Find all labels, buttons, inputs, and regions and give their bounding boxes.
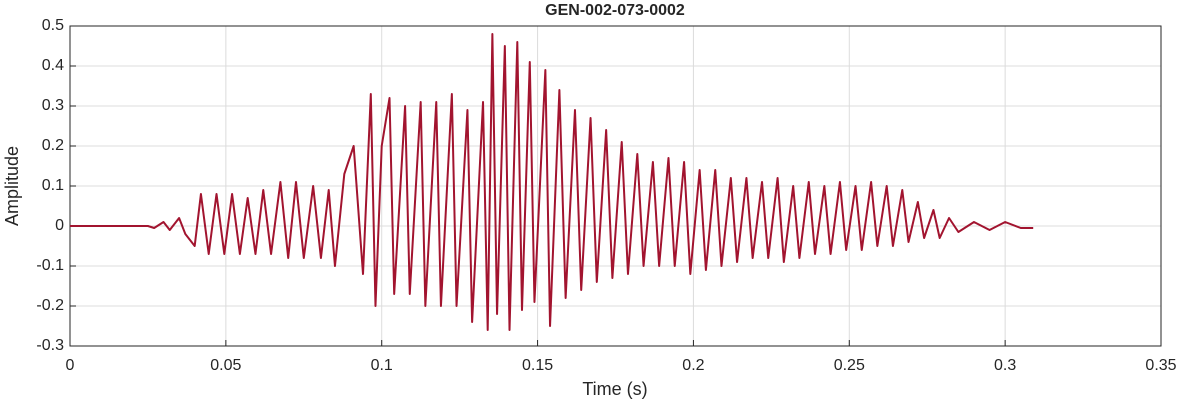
x-tick-label: 0 xyxy=(66,357,75,374)
y-tick-label: -0.2 xyxy=(36,297,64,314)
x-tick-label: 0.15 xyxy=(522,357,553,374)
y-tick-label: 0.1 xyxy=(42,177,64,194)
y-tick-label: 0.2 xyxy=(42,137,64,154)
x-tick-label: 0.05 xyxy=(210,357,241,374)
y-tick-label: -0.1 xyxy=(36,257,64,274)
x-tick-label: 0.1 xyxy=(371,357,393,374)
x-tick-label: 0.2 xyxy=(682,357,704,374)
x-tick-label: 0.3 xyxy=(994,357,1016,374)
waveform-line xyxy=(70,33,1034,331)
y-tick-label: 0.5 xyxy=(42,17,64,34)
y-axis-label: Amplitude xyxy=(2,146,22,226)
y-tick-label: 0.3 xyxy=(42,97,64,114)
y-tick-label: 0.4 xyxy=(42,57,64,74)
chart-title: GEN-002-073-0002 xyxy=(545,2,685,19)
plot-frame xyxy=(69,25,1162,347)
x-axis-label: Time (s) xyxy=(582,379,647,399)
x-tick-label: 0.35 xyxy=(1145,357,1176,374)
y-tick-label: -0.3 xyxy=(36,337,64,354)
y-tick-label: 0 xyxy=(55,217,64,234)
x-tick-label: 0.25 xyxy=(834,357,865,374)
